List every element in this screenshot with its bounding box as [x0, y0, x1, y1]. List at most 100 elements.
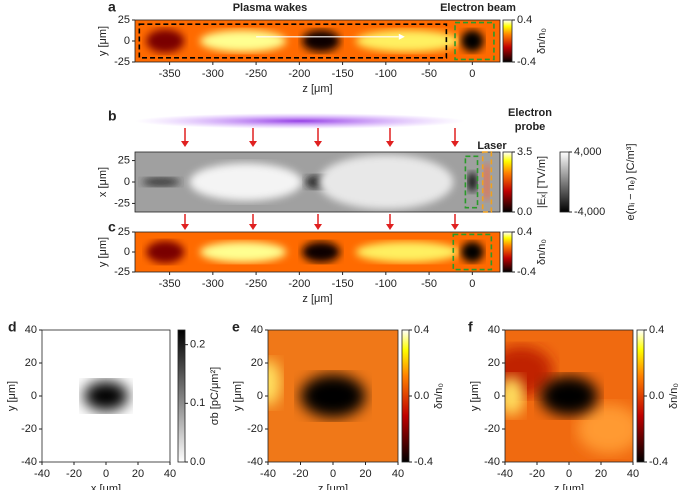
panel-letter: d [8, 319, 17, 335]
colorbar-tick-label: 0.0 [649, 390, 664, 402]
x-tick-label: -350 [159, 68, 181, 80]
heatmap-image [135, 20, 500, 62]
colorbar-tick-label: 0.4 [517, 14, 532, 26]
x-axis-label: z [μm] [302, 83, 332, 95]
x-tick-label: -150 [332, 68, 354, 80]
heatmap-feature [355, 241, 460, 263]
annotation: Laser [477, 140, 507, 152]
y-tick-label: 0 [494, 390, 500, 402]
x-tick-label: -20 [529, 468, 545, 480]
y-tick-label: 40 [25, 324, 37, 336]
y-tick-label: -40 [484, 456, 500, 468]
probe-arrow-head [249, 141, 257, 147]
y-tick-label: 40 [251, 324, 263, 336]
probe-arrow-head [314, 224, 322, 230]
y-tick-label: 0 [257, 390, 263, 402]
colorbar-label: δn/n₀ [668, 383, 680, 409]
x-tick-label: 40 [627, 468, 639, 480]
y-tick-label: -25 [114, 266, 130, 278]
x-axis-label: x [μm] [91, 483, 121, 490]
x-tick-label: 0 [469, 68, 475, 80]
colorbar-tick-label: 3.5 [517, 146, 532, 158]
heatmap-feature [189, 163, 302, 201]
probe-arrow-head [451, 224, 459, 230]
panel-letter: a [108, 0, 116, 15]
y-tick-label: -40 [21, 456, 37, 468]
x-tick-label: -40 [34, 468, 50, 480]
heatmap-feature [505, 376, 525, 416]
heatmap-image [135, 152, 500, 212]
x-tick-label: 0 [469, 278, 475, 290]
colorbar [502, 151, 513, 213]
x-tick-label: 20 [359, 468, 371, 480]
heatmap-feature [461, 30, 484, 52]
panel-letter: b [108, 108, 117, 124]
x-tick-label: -100 [375, 68, 397, 80]
annotation: probe [515, 121, 546, 133]
y-axis-label: y [μm] [97, 26, 109, 56]
y-tick-label: 20 [251, 357, 263, 369]
y-axis-label: y [μm] [469, 381, 481, 411]
y-tick-label: 25 [118, 14, 130, 26]
probe-arrow-head [386, 141, 394, 147]
dashed-box [138, 23, 448, 59]
x-tick-label: 0 [103, 468, 109, 480]
panel-letter: c [108, 219, 116, 235]
y-tick-label: -40 [247, 456, 263, 468]
dashed-box [454, 21, 495, 61]
y-tick-label: 0 [31, 390, 37, 402]
colorbar-tick-label: 0.0 [190, 456, 205, 468]
y-tick-label: -20 [484, 423, 500, 435]
annotation: Electron beam [440, 2, 516, 14]
heatmap-feature [268, 359, 281, 406]
x-tick-label: -150 [332, 278, 354, 290]
panel-letter: f [468, 319, 473, 335]
x-tick-label: 20 [595, 468, 607, 480]
colorbar-tick-label: -0.4 [414, 456, 433, 468]
y-axis-label: y [μm] [97, 237, 109, 267]
x-tick-label: 40 [164, 468, 176, 480]
heatmap-feature [199, 241, 287, 263]
x-tick-label: -250 [245, 278, 267, 290]
colorbar-label: δn/n₀ [433, 383, 445, 409]
colorbar [559, 151, 570, 213]
x-tick-label: -250 [245, 68, 267, 80]
x-tick-label: 40 [392, 468, 404, 480]
x-tick-label: -50 [421, 68, 437, 80]
electron-probe-beam [135, 113, 465, 129]
heatmap-feature [141, 177, 180, 187]
probe-arrow-head [314, 141, 322, 147]
colorbar-tick-label: 0.0 [517, 206, 532, 218]
heatmap-image [505, 330, 633, 462]
heatmap-feature [146, 240, 185, 264]
y-axis-label: x [μm] [97, 167, 109, 197]
x-tick-label: -300 [202, 68, 224, 80]
x-tick-label: -40 [260, 468, 276, 480]
x-tick-label: 0 [566, 468, 572, 480]
heatmap-feature [301, 30, 340, 52]
annotation: Electron [508, 107, 552, 119]
y-tick-label: 25 [118, 226, 130, 238]
x-tick-label: -100 [375, 278, 397, 290]
x-tick-label: -20 [66, 468, 82, 480]
dashed-box [452, 233, 493, 271]
colorbar [636, 329, 645, 463]
y-tick-label: 25 [118, 154, 130, 166]
y-tick-label: 0 [124, 246, 130, 258]
y-tick-label: 40 [488, 324, 500, 336]
colorbar-tick-label: 0.4 [414, 324, 429, 336]
heatmap-feature [199, 30, 287, 52]
heatmap-feature [577, 404, 633, 454]
x-axis-label: z [μm] [318, 483, 348, 490]
y-tick-label: 0 [124, 176, 130, 188]
colorbar-label: δn/n₀ [536, 239, 548, 265]
x-tick-label: -50 [421, 278, 437, 290]
annotation: Plasma wakes [233, 2, 308, 14]
heatmap-feature [318, 154, 454, 210]
colorbar-label: |Eₓ| [TV/m] [536, 156, 548, 208]
colorbar-tick-label: -0.4 [649, 456, 668, 468]
x-tick-label: -200 [288, 278, 310, 290]
heatmap-feature [461, 241, 484, 263]
colorbar [401, 329, 410, 463]
